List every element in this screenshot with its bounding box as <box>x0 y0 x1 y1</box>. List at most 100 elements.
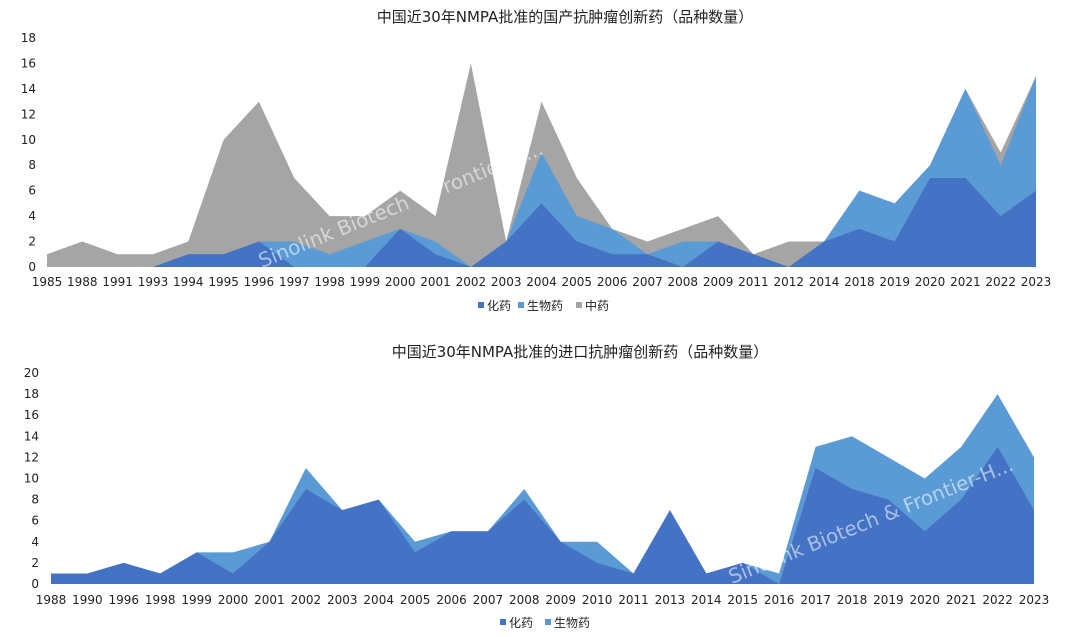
x-tick-label: 1999 <box>350 275 381 289</box>
x-tick-label: 2005 <box>400 593 431 607</box>
x-tick-label: 2000 <box>385 275 416 289</box>
y-tick-label: 10 <box>21 133 36 147</box>
chart-1-legend: 化药 生物药 中药 <box>478 298 609 313</box>
x-tick-label: 2004 <box>363 593 394 607</box>
y-tick-label: 6 <box>31 514 39 528</box>
y-tick-label: 14 <box>21 82 36 96</box>
area-chemical <box>51 446 1034 584</box>
x-tick-label: 2016 <box>764 593 795 607</box>
x-tick-label: 1988 <box>36 593 67 607</box>
x-tick-label: 2009 <box>703 275 734 289</box>
y-tick-label: 4 <box>31 535 39 549</box>
x-tick-label: 2002 <box>291 593 322 607</box>
x-tick-label: 1990 <box>72 593 103 607</box>
y-tick-label: 4 <box>28 209 36 223</box>
legend-label: 生物药 <box>527 299 563 313</box>
x-tick-label: 2010 <box>582 593 613 607</box>
x-tick-label: 2003 <box>491 275 522 289</box>
x-tick-label: 2007 <box>473 593 504 607</box>
x-tick-label: 1996 <box>244 275 275 289</box>
x-tick-label: 1991 <box>102 275 133 289</box>
chart-2-areas <box>51 394 1034 584</box>
x-tick-label: 1995 <box>208 275 239 289</box>
y-tick-label: 20 <box>24 366 39 380</box>
y-tick-label: 6 <box>28 184 36 198</box>
x-tick-label: 2020 <box>915 275 946 289</box>
x-tick-label: 2018 <box>837 593 868 607</box>
x-tick-label: 1998 <box>145 593 176 607</box>
legend-label: 化药 <box>487 299 511 313</box>
chart-1-x-axis: 1985 1988 1991 1993 1994 1995 1996 1997 1998 1999… <box>32 275 1052 289</box>
x-tick-label: 2023 <box>1021 275 1052 289</box>
x-tick-label: 2001 <box>420 275 451 289</box>
x-tick-label: 2012 <box>774 275 805 289</box>
x-tick-label: 2002 <box>456 275 487 289</box>
x-tick-label: 2008 <box>509 593 540 607</box>
x-tick-label: 2019 <box>879 275 910 289</box>
x-tick-label: 1994 <box>173 275 204 289</box>
legend-label: 中药 <box>585 298 609 313</box>
x-tick-label: 2015 <box>727 593 758 607</box>
x-tick-label: 2014 <box>809 275 840 289</box>
x-tick-label: 1997 <box>279 275 310 289</box>
area-chemical <box>47 177 1036 267</box>
x-tick-label: 2005 <box>562 275 593 289</box>
x-tick-label: 2018 <box>844 275 875 289</box>
x-tick-label: 2003 <box>327 593 358 607</box>
x-tick-label: 1996 <box>109 593 140 607</box>
y-tick-label: 10 <box>24 472 39 486</box>
y-tick-label: 18 <box>21 31 36 45</box>
y-tick-label: 8 <box>28 158 36 172</box>
chart-imported: 中国近30年NMPA批准的进口抗肿瘤创新药（品种数量） Sinolink Bio… <box>24 343 1050 630</box>
chart-1-areas <box>47 63 1036 267</box>
x-tick-label: 2006 <box>436 593 467 607</box>
x-tick-label: 2021 <box>950 275 981 289</box>
x-tick-label: 2022 <box>985 275 1016 289</box>
x-tick-label: 2004 <box>526 275 557 289</box>
y-tick-label: 2 <box>28 235 36 249</box>
y-tick-label: 12 <box>21 107 36 121</box>
x-tick-label: 2014 <box>691 593 722 607</box>
legend-label: 化药 <box>509 616 533 630</box>
chart-2-y-axis: 0 2 4 6 8 10 12 14 16 18 20 <box>24 366 39 591</box>
x-tick-label: 1988 <box>67 275 98 289</box>
x-tick-label: 2006 <box>597 275 628 289</box>
chart-1-y-axis: 0 2 4 6 8 10 12 14 16 18 <box>21 31 36 274</box>
y-tick-label: 0 <box>31 577 39 591</box>
x-tick-label: 2011 <box>738 275 769 289</box>
x-tick-label: 2008 <box>668 275 699 289</box>
x-tick-label: 2021 <box>946 593 977 607</box>
x-tick-label: 2022 <box>982 593 1013 607</box>
legend-swatch <box>478 302 484 308</box>
chart-domestic: 中国近30年NMPA批准的国产抗肿瘤创新药（品种数量） Sinolink Bio… <box>21 8 1052 313</box>
y-tick-label: 16 <box>24 408 39 422</box>
x-tick-label: 1998 <box>314 275 345 289</box>
legend-swatch <box>518 302 524 308</box>
x-tick-label: 1993 <box>138 275 169 289</box>
y-tick-label: 0 <box>28 260 36 274</box>
x-tick-label: 2001 <box>254 593 285 607</box>
x-tick-label: 2023 <box>1019 593 1050 607</box>
y-tick-label: 18 <box>24 387 39 401</box>
x-tick-label: 2007 <box>632 275 663 289</box>
y-tick-label: 14 <box>24 429 39 443</box>
y-tick-label: 12 <box>24 450 39 464</box>
x-tick-label: 2019 <box>873 593 904 607</box>
chart-2-title: 中国近30年NMPA批准的进口抗肿瘤创新药（品种数量） <box>392 343 769 361</box>
chart-2-x-axis: 1988 1990 1996 1998 1999 2000 2001 2002 2003 2004… <box>36 593 1050 607</box>
chart-1-title: 中国近30年NMPA批准的国产抗肿瘤创新药（品种数量） <box>377 8 754 26</box>
x-tick-label: 2017 <box>800 593 831 607</box>
x-tick-label: 1999 <box>181 593 212 607</box>
x-tick-label: 2020 <box>910 593 941 607</box>
legend-swatch <box>500 619 506 625</box>
y-tick-label: 8 <box>31 493 39 507</box>
x-tick-label: 2000 <box>218 593 249 607</box>
y-tick-label: 16 <box>21 56 36 70</box>
x-tick-label: 2013 <box>655 593 686 607</box>
x-tick-label: 2009 <box>545 593 576 607</box>
area-biologic <box>47 76 1036 267</box>
legend-swatch <box>545 619 551 625</box>
legend-label: 生物药 <box>554 616 590 630</box>
legend-swatch <box>576 302 582 308</box>
